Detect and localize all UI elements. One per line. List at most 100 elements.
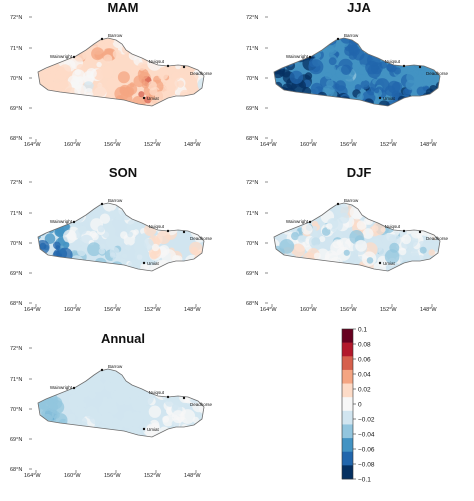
lon-tick-label: 160°W <box>64 307 81 313</box>
lat-tick-label: 68°N <box>10 467 22 473</box>
town-label: Wainwright <box>50 219 73 224</box>
town-label: Barrow <box>108 33 123 38</box>
colorbar-swatch <box>342 383 353 398</box>
lon-tick-label: 160°W <box>300 142 317 148</box>
lon-tick-label: 152°W <box>380 142 397 148</box>
town-label: Wainwright <box>50 385 73 390</box>
town-marker <box>142 261 146 265</box>
town-marker <box>72 220 76 224</box>
lat-tick-label: 72°N <box>10 180 22 186</box>
colorbar-swatch <box>342 451 353 466</box>
town-marker <box>378 261 382 265</box>
region-outline <box>37 368 205 438</box>
map-panel-annual: Annual 72°N 71°N 70°N 69°N 68°N 164°W 160°W 156… <box>8 331 238 496</box>
lon-tick-label: 164°W <box>260 307 277 313</box>
town-marker <box>166 229 170 233</box>
town-label: Umiat <box>147 96 160 101</box>
town-label: Umiat <box>383 96 396 101</box>
lon-tick-label: 160°W <box>64 142 81 148</box>
colorbar-swatch <box>342 356 353 371</box>
lat-tick-label: 69°N <box>10 106 22 112</box>
colorbar-tick-label: 0.06 <box>358 356 371 363</box>
region-outline <box>273 202 441 272</box>
town-label: Wainwright <box>286 54 309 59</box>
town-marker <box>182 230 186 234</box>
lon-tick-label: 164°W <box>24 307 41 313</box>
lat-tick-label: 72°N <box>10 15 22 21</box>
town-marker <box>166 64 170 68</box>
lat-tick-label: 71°N <box>246 46 258 52</box>
town-marker <box>418 65 422 69</box>
lon-tick-label: 148°W <box>420 307 437 313</box>
anomaly-field <box>274 38 440 106</box>
town-marker <box>402 229 406 233</box>
town-label: Barrow <box>344 198 359 203</box>
colorbar-tick-label: −0.04 <box>358 431 375 438</box>
town-label: Nuiqsut <box>385 59 401 64</box>
town-label: Nuiqsut <box>385 224 401 229</box>
colorbar-tick-label: −0.06 <box>358 446 375 453</box>
town-marker <box>336 202 340 206</box>
town-label: Wainwright <box>50 54 73 59</box>
colorbar-swatch <box>342 397 353 412</box>
panel-title: Annual <box>100 331 146 346</box>
colorbar-tick-label: 0.04 <box>358 371 371 378</box>
lat-tick-label: 72°N <box>10 346 22 352</box>
lat-tick-label: 68°N <box>10 301 22 307</box>
lat-tick-label: 69°N <box>246 271 258 277</box>
lon-tick-label: 148°W <box>184 307 201 313</box>
town-label: Umiat <box>147 427 160 432</box>
town-marker <box>182 396 186 400</box>
map-panel-djf: DJF 72°N 71°N 70°N 69°N 68°N 164°W 160°W 156°W 1… <box>244 165 474 330</box>
town-label: Deadhorse <box>190 236 213 241</box>
colorbar-swatch <box>342 329 353 343</box>
town-label: Deadhorse <box>190 402 213 407</box>
town-marker <box>142 427 146 431</box>
town-marker <box>142 96 146 100</box>
colorbar-swatch <box>342 438 353 453</box>
town-label: Umiat <box>147 261 160 266</box>
lat-tick-label: 70°N <box>10 76 22 82</box>
panel-title: JJA <box>347 0 371 15</box>
colorbar-tick-label: 0.02 <box>358 386 371 393</box>
town-marker <box>418 230 422 234</box>
lat-tick-label: 71°N <box>246 211 258 217</box>
colorbar-tick-label: −0.02 <box>358 416 375 423</box>
lon-tick-label: 156°W <box>340 142 357 148</box>
lat-tick-label: 68°N <box>246 301 258 307</box>
lat-tick-label: 70°N <box>246 76 258 82</box>
town-marker <box>308 55 312 59</box>
lat-tick-label: 72°N <box>246 15 258 21</box>
panel-title: SON <box>108 165 138 180</box>
region-outline <box>37 37 205 107</box>
lat-tick-label: 68°N <box>10 136 22 142</box>
town-label: Deadhorse <box>190 71 213 76</box>
lat-tick-label: 69°N <box>10 437 22 443</box>
lon-tick-label: 152°W <box>144 142 161 148</box>
map-panel-mam: MAM 72°N 71°N 70°N 69°N 68°N 164°W 160°W 156°W 1… <box>8 0 238 165</box>
lat-tick-label: 71°N <box>10 46 22 52</box>
lon-tick-label: 164°W <box>24 142 41 148</box>
region-outline <box>37 202 205 272</box>
lon-tick-label: 148°W <box>184 142 201 148</box>
town-marker <box>72 386 76 390</box>
lat-tick-label: 71°N <box>10 377 22 383</box>
lon-tick-label: 160°W <box>300 307 317 313</box>
lat-tick-label: 69°N <box>10 271 22 277</box>
lat-tick-label: 70°N <box>10 407 22 413</box>
lat-tick-label: 70°N <box>246 241 258 247</box>
map-panel-jja: JJA 72°N 71°N 70°N 69°N 68°N 164°W 160°W 156°W 1… <box>244 0 474 165</box>
colorbar-swatch <box>342 465 353 480</box>
lon-tick-label: 152°W <box>144 307 161 313</box>
lon-tick-label: 152°W <box>144 473 161 479</box>
town-label: Umiat <box>383 261 396 266</box>
anomaly-field <box>38 203 204 271</box>
town-marker <box>308 220 312 224</box>
lat-tick-label: 69°N <box>246 106 258 112</box>
lon-tick-label: 148°W <box>420 142 437 148</box>
anomaly-field <box>38 369 204 437</box>
lon-tick-label: 156°W <box>340 307 357 313</box>
lon-tick-label: 164°W <box>260 142 277 148</box>
lon-tick-label: 152°W <box>380 307 397 313</box>
